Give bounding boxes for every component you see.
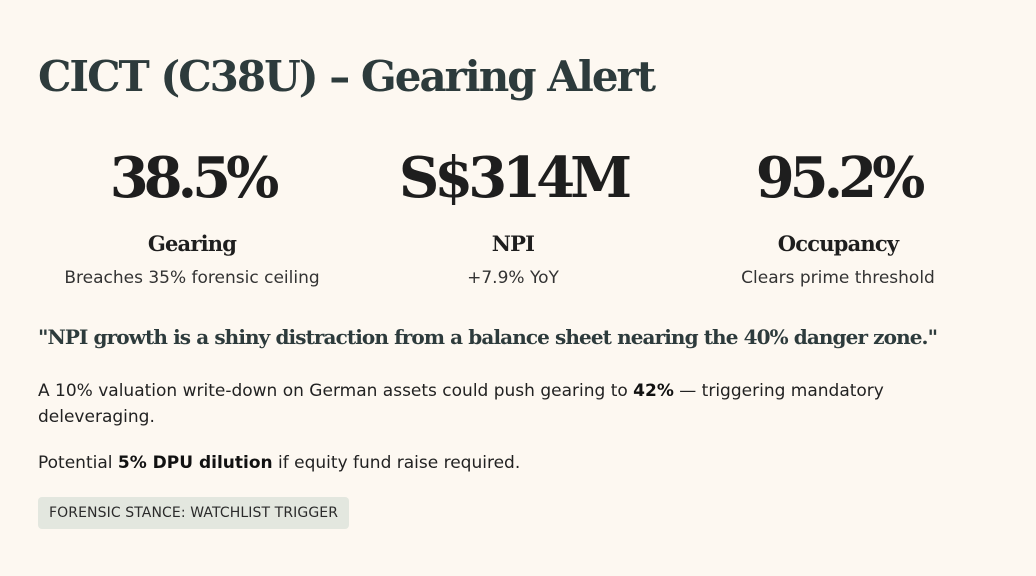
stat-value: 95.2% [755, 145, 926, 211]
pull-quote: "NPI growth is a shiny distraction from … [38, 325, 938, 349]
dilution-paragraph: Potential 5% DPU dilution if equity fund… [38, 450, 978, 476]
paragraph-text: — triggering mandatory deleveraging. [38, 381, 884, 427]
stat-label: Occupancy [777, 231, 899, 256]
paragraph-text: Potential [38, 453, 118, 473]
paragraph-text: if equity fund raise required. [272, 453, 521, 473]
stance-badge: FORENSIC STANCE: WATCHLIST TRIGGER [38, 497, 350, 529]
stat-label: NPI [491, 231, 535, 256]
stat-npi: S$314M NPI +7.9% YoY [353, 138, 673, 290]
stats-row: 38.5% Gearing Breaches 35% forensic ceil… [38, 138, 998, 308]
stat-value: S$314M [398, 145, 632, 211]
emphasis-text: 5% DPU dilution [117, 453, 273, 473]
paragraph-text: A 10% valuation write-down on German ass… [38, 381, 634, 401]
stat-subtext: +7.9% YoY [467, 268, 559, 288]
stat-occupancy: 95.2% Occupancy Clears prime threshold [678, 138, 998, 290]
stat-subtext: Clears prime threshold [741, 268, 935, 288]
stat-label: Gearing [147, 231, 237, 256]
stat-gearing: 38.5% Gearing Breaches 35% forensic ceil… [32, 138, 352, 290]
page-title: CICT (C38U) – Gearing Alert [38, 52, 656, 101]
stat-subtext: Breaches 35% forensic ceiling [64, 268, 320, 288]
emphasis-text: 42% [633, 381, 674, 401]
writedown-paragraph: A 10% valuation write-down on German ass… [38, 378, 978, 430]
stat-value: 38.5% [109, 145, 280, 211]
